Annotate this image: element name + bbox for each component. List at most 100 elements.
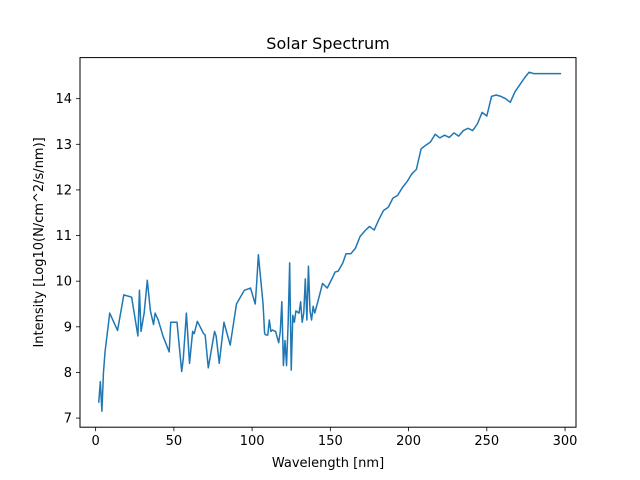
data-point (322, 283, 323, 284)
data-point (169, 351, 170, 352)
y-tick-label: 9 (64, 320, 72, 335)
data-point (416, 169, 417, 170)
data-point (98, 402, 99, 403)
data-point (411, 173, 412, 174)
x-tick-label: 100 (240, 434, 265, 449)
data-point (267, 334, 268, 335)
data-point (486, 115, 487, 116)
data-point (331, 278, 332, 279)
data-point (275, 331, 276, 332)
data-point (425, 145, 426, 146)
data-point (291, 370, 292, 371)
y-tick-label: 13 (55, 138, 72, 153)
data-point (183, 358, 184, 359)
data-point (514, 91, 515, 92)
data-point (305, 278, 306, 279)
data-point (453, 132, 454, 133)
data-point (192, 331, 193, 332)
x-tick-label: 150 (318, 434, 343, 449)
data-point (270, 331, 271, 332)
data-point (266, 334, 267, 335)
data-point (280, 331, 281, 332)
data-point (547, 73, 548, 74)
data-point (262, 303, 263, 304)
chart-title: Solar Spectrum (266, 34, 389, 53)
data-point (482, 112, 483, 113)
data-point (294, 322, 295, 323)
data-point (117, 330, 118, 331)
data-point (350, 253, 351, 254)
data-point (194, 333, 195, 334)
data-point (467, 128, 468, 129)
y-tick-label: 8 (64, 366, 72, 381)
data-point (278, 342, 279, 343)
data-point (216, 335, 217, 336)
data-point (402, 187, 403, 188)
data-point (359, 236, 360, 237)
data-point (364, 230, 365, 231)
data-point (439, 137, 440, 138)
data-point (269, 319, 270, 320)
data-point (144, 313, 145, 314)
data-point (302, 322, 303, 323)
data-point (355, 248, 356, 249)
data-point (109, 313, 110, 314)
data-point (369, 226, 370, 227)
data-point (176, 322, 177, 323)
data-point (303, 313, 304, 314)
data-point (309, 310, 310, 311)
data-point (123, 294, 124, 295)
data-point (552, 73, 553, 74)
data-point (147, 280, 148, 281)
data-point (314, 313, 315, 314)
data-point (289, 262, 290, 263)
data-point (505, 98, 506, 99)
data-point (496, 94, 497, 95)
y-tick-label: 7 (64, 412, 72, 427)
data-point (500, 96, 501, 97)
data-point (338, 271, 339, 272)
data-point (139, 290, 140, 291)
data-point (533, 73, 534, 74)
data-point (421, 148, 422, 149)
data-point (288, 324, 289, 325)
data-point (101, 411, 102, 412)
series-line (97, 71, 562, 412)
series-layer (97, 71, 562, 412)
data-point (284, 340, 285, 341)
data-point (250, 287, 251, 288)
data-point (388, 207, 389, 208)
data-point (543, 73, 544, 74)
data-point (255, 303, 256, 304)
data-point (524, 78, 525, 79)
data-point (256, 281, 257, 282)
data-point (283, 365, 284, 366)
data-point (510, 102, 511, 103)
data-point (208, 367, 209, 368)
data-point (435, 134, 436, 135)
data-point (378, 219, 379, 220)
data-point (430, 141, 431, 142)
data-point (557, 73, 558, 74)
data-point (342, 262, 343, 263)
data-point (137, 335, 138, 336)
plot-area (80, 57, 576, 428)
data-point (203, 333, 204, 334)
x-axis-label: Wavelength [nm] (272, 456, 384, 471)
x-tick-label: 250 (474, 434, 499, 449)
data-point (214, 331, 215, 332)
data-point (458, 135, 459, 136)
data-point (406, 181, 407, 182)
data-point (560, 73, 561, 74)
data-point (244, 290, 245, 291)
data-point (230, 344, 231, 345)
y-axis-label: Intensity [Log10(N/cm^2/s/nm)] (32, 137, 47, 347)
data-point (295, 310, 296, 311)
data-point (327, 287, 328, 288)
data-point (281, 301, 282, 302)
data-point (155, 313, 156, 314)
data-point (397, 195, 398, 196)
data-point (286, 365, 287, 366)
